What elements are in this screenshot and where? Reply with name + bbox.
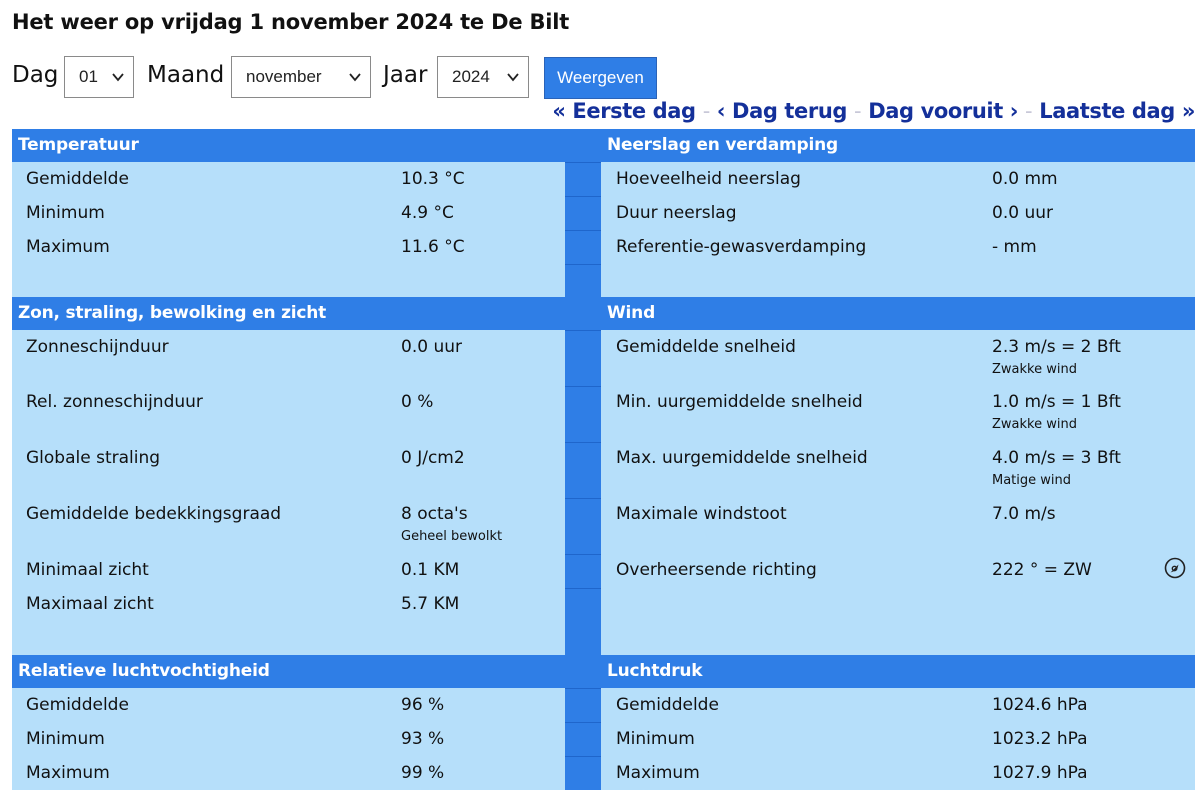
chevron-down-icon (112, 73, 124, 82)
next-day-link[interactable]: Dag vooruit › (868, 99, 1019, 123)
first-day-link[interactable]: « Eerste dag (552, 99, 696, 123)
jaar-label: Jaar (383, 62, 428, 88)
row-value: 11.6 °C (401, 237, 465, 257)
section-body-temperatuur: Gemiddelde 10.3 °C Minimum 4.9 °C Maximu… (12, 162, 565, 297)
row-value: 10.3 °C (401, 169, 465, 189)
row-sublabel: Zwakke wind (992, 417, 1077, 432)
row-value: 99 % (401, 763, 445, 783)
row-value: 1024.6 hPa (992, 695, 1088, 715)
row-label: Max. uurgemiddelde snelheid (616, 448, 868, 468)
row-label: Minimum (26, 203, 105, 223)
section-header-vocht: Relatieve luchtvochtigheid (12, 655, 565, 688)
row-label: Minimum (26, 729, 105, 749)
row-label: Maximaal zicht (26, 594, 154, 614)
row-label: Referentie-gewasverdamping (616, 237, 867, 257)
dag-select[interactable]: 01 (64, 56, 134, 98)
prev-day-link[interactable]: ‹ Dag terug (716, 99, 848, 123)
row-value: 1023.2 hPa (992, 729, 1088, 749)
row-label: Globale straling (26, 448, 161, 468)
section-body-druk: Gemiddelde 1024.6 hPa Minimum 1023.2 hPa… (601, 688, 1195, 790)
row-value: 2.3 m/s = 2 Bft (992, 337, 1121, 357)
row-label: Maximum (26, 237, 110, 257)
section-body-neerslag: Hoeveelheid neerslag 0.0 mm Duur neersla… (601, 162, 1195, 297)
weather-table: Temperatuur Gemiddelde 10.3 °C Minimum 4… (12, 129, 1195, 790)
row-value: 0 % (401, 392, 434, 412)
compass-icon (1164, 557, 1186, 579)
row-value: 0 J/cm2 (401, 448, 465, 468)
row-value: 0.0 uur (401, 337, 462, 357)
row-label: Min. uurgemiddelde snelheid (616, 392, 863, 412)
row-label: Hoeveelheid neerslag (616, 169, 801, 189)
row-label: Minimum (616, 729, 695, 749)
row-value: 0.0 mm (992, 169, 1058, 189)
row-value: 96 % (401, 695, 445, 715)
row-label: Zonneschijnduur (26, 337, 169, 357)
row-value: 93 % (401, 729, 445, 749)
row-sublabel: Matige wind (992, 473, 1072, 488)
row-label: Gemiddelde bedekkingsgraad (26, 504, 282, 524)
chevron-down-icon (349, 73, 361, 82)
row-sublabel: Zwakke wind (992, 362, 1077, 377)
chevron-down-icon (507, 73, 519, 82)
row-label: Overheersende richting (616, 560, 817, 580)
maand-select[interactable]: november (231, 56, 371, 98)
row-value: 4.0 m/s = 3 Bft (992, 448, 1121, 468)
row-label: Duur neerslag (616, 203, 737, 223)
row-value: 5.7 KM (401, 594, 460, 614)
section-header-druk: Luchtdruk (601, 655, 1195, 688)
row-label: Gemiddelde (26, 169, 129, 189)
row-value: 7.0 m/s (992, 504, 1056, 524)
jaar-select-value: 2024 (452, 67, 490, 86)
row-label: Maximum (616, 763, 700, 783)
section-header-neerslag: Neerslag en verdamping (601, 129, 1195, 162)
row-label: Gemiddelde snelheid (616, 337, 796, 357)
section-header-wind: Wind (601, 297, 1195, 330)
section-header-temperatuur: Temperatuur (12, 129, 565, 162)
maand-select-value: november (246, 67, 322, 86)
section-header-zon: Zon, straling, bewolking en zicht (12, 297, 565, 330)
row-value: 4.9 °C (401, 203, 454, 223)
day-navigation: « Eerste dag - ‹ Dag terug - Dag vooruit › - L… (552, 99, 1195, 123)
nav-separator: - (1025, 99, 1033, 123)
weergeven-button[interactable]: Weergeven (544, 57, 657, 99)
row-sublabel: Geheel bewolkt (401, 529, 503, 544)
dag-select-value: 01 (79, 67, 98, 86)
row-value: 222 ° = ZW (992, 560, 1092, 580)
nav-separator: - (702, 99, 711, 123)
row-value: 0.1 KM (401, 560, 460, 580)
row-label: Gemiddelde (616, 695, 719, 715)
row-label: Minimaal zicht (26, 560, 149, 580)
jaar-select[interactable]: 2024 (437, 56, 529, 98)
maand-label: Maand (147, 62, 225, 88)
row-value: 0.0 uur (992, 203, 1053, 223)
row-label: Maximum (26, 763, 110, 783)
row-label: Rel. zonneschijnduur (26, 392, 203, 412)
page-title: Het weer op vrijdag 1 november 2024 te D… (12, 10, 570, 34)
section-body-wind: Gemiddelde snelheid 2.3 m/s = 2 Bft Zwak… (601, 330, 1195, 655)
dag-label: Dag (12, 62, 59, 88)
row-value: 1027.9 hPa (992, 763, 1088, 783)
column-divider (565, 129, 601, 790)
nav-separator: - (854, 99, 862, 123)
section-body-vocht: Gemiddelde 96 % Minimum 93 % Maximum 99 … (12, 688, 565, 790)
row-label: Gemiddelde (26, 695, 129, 715)
row-value: 8 octa's (401, 504, 468, 524)
row-label: Maximale windstoot (616, 504, 787, 524)
last-day-link[interactable]: Laatste dag » (1039, 99, 1195, 123)
section-body-zon: Zonneschijnduur 0.0 uur Rel. zonneschijn… (12, 330, 565, 655)
row-value: 1.0 m/s = 1 Bft (992, 392, 1121, 412)
row-value: - mm (992, 237, 1037, 257)
